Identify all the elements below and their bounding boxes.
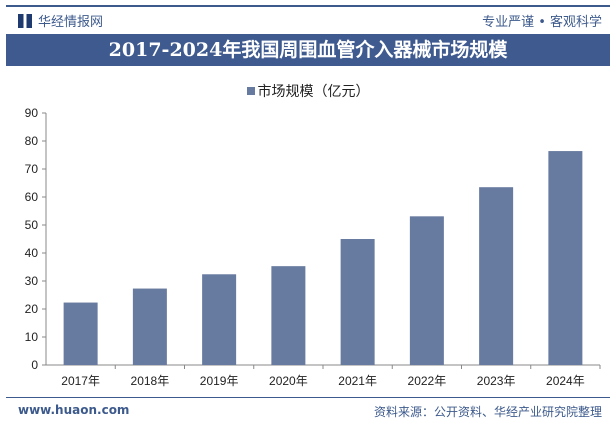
brand-name: 华经情报网 xyxy=(38,15,104,30)
x-tick-label: 2023年 xyxy=(477,374,516,388)
bar-2019年 xyxy=(202,274,237,365)
y-tick-label: 60 xyxy=(25,190,39,204)
brand: 华经情报网 xyxy=(18,11,103,30)
footer-site: www.huaon.com xyxy=(18,403,130,417)
y-tick-label: 50 xyxy=(25,218,39,232)
y-tick-label: 80 xyxy=(25,134,39,148)
y-tick-label: 90 xyxy=(25,106,39,120)
y-tick-label: 40 xyxy=(25,246,39,260)
bar-2024年 xyxy=(548,151,583,365)
slogan: 专业严谨 • 客观科学 xyxy=(482,15,602,30)
top-rule xyxy=(6,5,610,7)
x-tick-label: 2017年 xyxy=(61,374,100,388)
bar-2022年 xyxy=(409,216,444,365)
footer-rule xyxy=(6,397,610,398)
x-tick-label: 2020年 xyxy=(269,374,308,388)
y-tick-label: 30 xyxy=(25,274,39,288)
bar-2023年 xyxy=(479,187,514,365)
y-tick-label: 70 xyxy=(25,162,39,176)
legend: 市场规模（亿元） xyxy=(0,81,616,101)
legend-label: 市场规模（亿元） xyxy=(257,84,370,100)
x-tick-label: 2019年 xyxy=(200,374,239,388)
x-tick-label: 2021年 xyxy=(338,374,377,388)
logo-icon xyxy=(18,13,32,28)
y-tick-label: 0 xyxy=(31,358,38,372)
y-tick-label: 20 xyxy=(25,302,39,316)
x-tick-label: 2022年 xyxy=(408,374,447,388)
legend-swatch xyxy=(246,87,255,95)
bar-2017年 xyxy=(63,302,98,365)
x-tick-label: 2018年 xyxy=(131,374,170,388)
y-tick-label: 10 xyxy=(25,330,39,344)
bar-2021年 xyxy=(340,239,375,365)
chart-title: 2017-2024年我国周围血管介入器械市场规模 xyxy=(6,34,610,66)
bar-2018年 xyxy=(132,288,167,365)
bar-2020年 xyxy=(271,266,306,365)
x-tick-label: 2024年 xyxy=(546,374,585,388)
footer-source: 资料来源：公开资料、华经产业研究院整理 xyxy=(373,405,602,419)
bar-chart: 0 10 20 30 40 50 60 70 80 90 2017年 2018年 2019年 2020年 2… xyxy=(25,106,601,388)
